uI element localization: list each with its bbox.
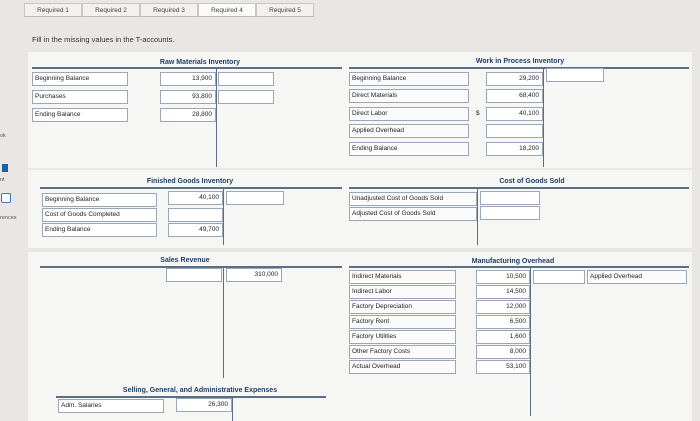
finished-goods-input-credit-1[interactable] [226,191,284,205]
wip-dollar-sign: $ [476,110,480,117]
mfg-overhead-label-other: Other Factory Costs [349,345,456,359]
cogs-t-divider [477,187,478,245]
wip-t-top [349,67,689,69]
mfg-overhead-input-applied[interactable] [533,270,585,284]
wip-input-credit-1[interactable] [546,68,604,82]
finished-goods-t-divider [223,187,224,245]
tab-required-3[interactable]: Required 3 [140,3,198,17]
tab-required-1[interactable]: Required 1 [24,3,82,17]
wip-label-direct-labor: Direct Labor [349,107,469,121]
mfg-overhead-input-indirect-labor[interactable]: 14,500 [476,285,530,299]
sidebar-fragment-2[interactable]: nt [0,177,5,183]
mfg-overhead-label-rent: Factory Rent [349,315,456,329]
finished-goods-label-beginning: Beginning Balance [42,193,157,207]
raw-materials-label-beginning: Beginning Balance [32,72,128,86]
wip-input-beginning[interactable]: 29,200 [486,72,543,86]
sga-t-divider [232,396,233,421]
mfg-overhead-title: Manufacturing Overhead [471,258,555,265]
raw-materials-input-beginning[interactable]: 13,900 [160,72,216,86]
mfg-overhead-label-utilities: Factory Utilities [349,330,456,344]
sales-revenue-input-debit-1[interactable] [166,268,222,282]
raw-materials-title: Raw Materials Inventory [159,59,241,66]
mfg-overhead-input-other[interactable]: 8,000 [476,345,530,359]
instruction-text: Fill in the missing values in the T-acco… [32,35,175,44]
finished-goods-input-beginning[interactable]: 40,100 [168,191,223,205]
sga-label-adm-salaries: Adm. Salaries [58,399,164,413]
sga-title: Selling, General, and Administrative Exp… [122,387,278,394]
sales-revenue-t-top [40,266,342,268]
finished-goods-input-cogm[interactable] [168,208,223,222]
raw-materials-t-divider [216,67,217,167]
mfg-overhead-label-depreciation: Factory Depreciation [349,300,456,314]
raw-materials-label-purchases: Purchases [32,90,128,104]
tab-required-5[interactable]: Required 5 [256,3,314,17]
finished-goods-title: Finished Goods Inventory [146,178,234,185]
sales-revenue-title: Sales Revenue [160,257,210,264]
wip-label-direct-materials: Direct Materials [349,89,469,103]
wip-label-beginning: Beginning Balance [349,72,469,86]
raw-materials-input-credit-2[interactable] [218,90,274,104]
mfg-overhead-input-utilities[interactable]: 1,600 [476,330,530,344]
tab-required-2[interactable]: Required 2 [82,3,140,17]
wip-input-direct-materials[interactable]: 68,400 [486,89,543,103]
wip-input-ending[interactable]: 18,200 [486,142,543,156]
sga-input-adm-salaries[interactable]: 26,300 [176,398,232,412]
wip-label-applied-overhead: Applied Overhead [349,124,469,138]
sidebar-fragment-1[interactable]: ok [0,133,6,139]
cogs-label-adjusted: Adjusted Cost of Goods Sold [349,207,477,221]
mfg-overhead-label-indirect-materials: Indirect Materials [349,270,456,284]
cogs-title: Cost of Goods Sold [499,178,565,185]
raw-materials-label-ending: Ending Balance [32,108,128,122]
mfg-overhead-label-applied: Applied Overhead [587,270,687,284]
sidebar-fragment-3[interactable]: rences [0,215,17,221]
flag-icon[interactable] [2,164,8,172]
references-icon[interactable] [1,193,11,203]
finished-goods-t-top [40,187,342,189]
wip-label-ending: Ending Balance [349,142,469,156]
finished-goods-input-ending[interactable]: 49,700 [168,223,223,237]
cogs-input-credit-1[interactable] [480,191,540,205]
wip-t-divider [543,67,544,167]
sales-revenue-input-credit[interactable]: 310,000 [226,268,282,282]
cogs-t-top [349,187,689,189]
finished-goods-label-ending: Ending Balance [42,223,157,237]
mfg-overhead-input-indirect-materials[interactable]: 10,500 [476,270,530,284]
cogs-label-unadjusted: Unadjusted Cost of Goods Sold [349,192,477,206]
mfg-overhead-input-rent[interactable]: 6,500 [476,315,530,329]
mfg-overhead-input-depreciation[interactable]: 12,000 [476,300,530,314]
sga-t-top [56,396,326,398]
wip-input-applied-overhead[interactable] [486,124,543,138]
tab-required-4[interactable]: Required 4 [198,3,256,17]
wip-input-direct-labor[interactable]: 40,100 [486,107,543,121]
raw-materials-input-ending[interactable]: 28,800 [160,108,216,122]
cogs-input-credit-2[interactable] [480,206,540,220]
requirement-tabs: Required 1 Required 2 Required 3 Require… [24,3,314,17]
mfg-overhead-input-actual[interactable]: 53,100 [476,360,530,374]
wip-title: Work in Process Inventory [475,58,565,65]
mfg-overhead-label-actual: Actual Overhead [349,360,456,374]
raw-materials-input-purchases[interactable]: 93,800 [160,90,216,104]
mfg-overhead-t-top [349,266,689,268]
raw-materials-t-top [32,67,342,69]
raw-materials-input-credit-1[interactable] [218,72,274,86]
mfg-overhead-t-divider [530,266,531,416]
sales-revenue-t-divider [223,266,224,378]
finished-goods-label-cogm: Cost of Goods Completed [42,208,157,222]
mfg-overhead-label-indirect-labor: Indirect Labor [349,285,456,299]
